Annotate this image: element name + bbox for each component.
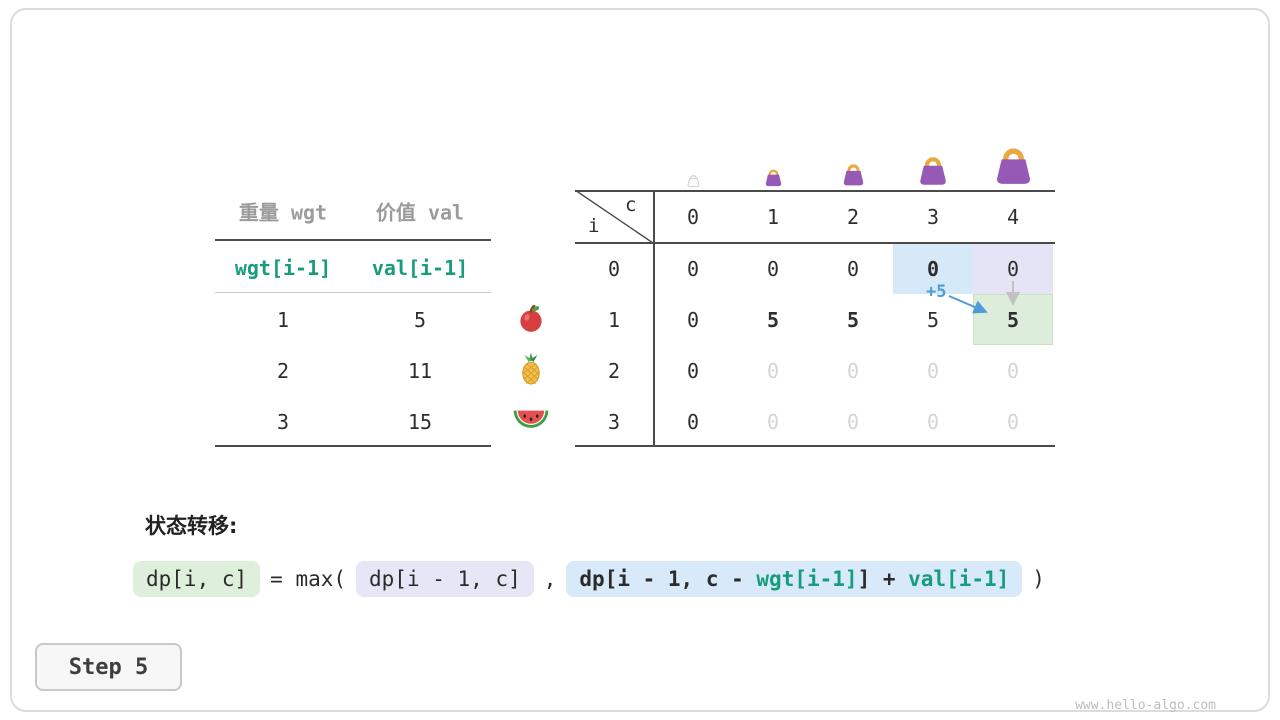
item-value: 5 bbox=[413, 308, 427, 332]
bag-large-icon bbox=[893, 122, 973, 188]
dp-col-header: 4 bbox=[1006, 204, 1020, 229]
dp-cell: 0 bbox=[766, 409, 780, 434]
items-divider-bottom bbox=[215, 445, 491, 447]
bag-small-icon bbox=[733, 122, 813, 188]
dp-col-header: 2 bbox=[846, 204, 860, 229]
dp-cell: 0 bbox=[1006, 409, 1020, 434]
formula-close-paren: ) bbox=[1032, 567, 1045, 592]
items-symbol-wgt: wgt[i-1] bbox=[234, 256, 332, 280]
dp-cell: 5 bbox=[926, 307, 940, 332]
dp-cell-current: 5 bbox=[973, 294, 1053, 345]
formula-arg2-wgt: wgt[i-1] bbox=[756, 567, 858, 591]
watermark: www.hello-algo.com bbox=[1075, 698, 1216, 713]
dp-cell: 0 bbox=[926, 409, 940, 434]
capacity-bags-row bbox=[653, 122, 1053, 188]
formula-eq-max: = max( bbox=[270, 567, 347, 592]
dp-row-header: 1 bbox=[607, 307, 621, 332]
dp-row-header: 0 bbox=[607, 256, 621, 281]
dp-row-header: 2 bbox=[607, 358, 621, 383]
dp-cell: 5 bbox=[846, 307, 860, 332]
formula-arg2-prefix: dp[i - 1, c - bbox=[579, 567, 757, 591]
formula-arg2-chip: dp[i - 1, c - wgt[i-1]] + val[i-1] bbox=[566, 561, 1023, 598]
dp-cell: 0 bbox=[686, 358, 700, 383]
transition-formula: dp[i, c] = max( dp[i - 1, c] , dp[i - 1,… bbox=[133, 561, 1045, 598]
apple-icon bbox=[516, 303, 546, 337]
bag-medium-icon bbox=[813, 122, 893, 188]
item-value: 11 bbox=[407, 359, 433, 383]
item-weight: 1 bbox=[276, 308, 290, 332]
dp-cell: 5 bbox=[766, 307, 780, 332]
dp-col-header: 1 bbox=[766, 204, 780, 229]
dp-col-header: 0 bbox=[686, 204, 700, 229]
dp-row-header: 3 bbox=[607, 409, 621, 434]
dp-border-bottom bbox=[575, 445, 1055, 447]
pineapple-icon bbox=[517, 352, 545, 390]
dp-table: c i 0 1 2 3 4 0 0 0 0 0 0 1 0 5 5 5 5 2 … bbox=[575, 190, 1055, 447]
dp-border-header bbox=[575, 242, 1055, 244]
dp-cell: 0 bbox=[926, 358, 940, 383]
dp-cell-source-purple: 0 bbox=[973, 243, 1053, 294]
step-badge: Step 5 bbox=[35, 643, 182, 691]
dp-col-header: 3 bbox=[926, 204, 940, 229]
transition-label: 状态转移: bbox=[145, 514, 238, 538]
bag-xlarge-icon bbox=[973, 122, 1053, 188]
dp-corner-col-var: c bbox=[625, 194, 637, 216]
dp-cell: 0 bbox=[686, 307, 700, 332]
formula-arg2-val: val[i-1] bbox=[908, 567, 1010, 591]
item-weight: 2 bbox=[276, 359, 290, 383]
items-symbol-val: val[i-1] bbox=[371, 256, 469, 280]
dp-cell-source-blue: 0 bbox=[893, 243, 973, 294]
item-weight: 3 bbox=[276, 410, 290, 434]
formula-arg1-chip: dp[i - 1, c] bbox=[356, 561, 534, 598]
bag-ghost-icon bbox=[653, 122, 733, 188]
dp-corner-cell: c i bbox=[575, 190, 653, 243]
items-col-weight-header: 重量 wgt bbox=[238, 200, 328, 225]
dp-cell: 0 bbox=[846, 409, 860, 434]
items-table: 重量 wgt 价值 val wgt[i-1] val[i-1] 1 5 2 11… bbox=[215, 190, 491, 447]
formula-comma: , bbox=[543, 567, 557, 592]
dp-border-top bbox=[575, 190, 1055, 192]
items-divider-middle bbox=[215, 292, 491, 293]
dp-corner-row-var: i bbox=[588, 215, 600, 237]
dp-cell: 0 bbox=[766, 358, 780, 383]
items-divider-top bbox=[215, 239, 491, 241]
item-value: 15 bbox=[407, 410, 433, 434]
dp-cell: 0 bbox=[766, 256, 780, 281]
plus-value-annotation: +5 bbox=[926, 282, 947, 302]
formula-arg2-mid: ] + bbox=[857, 567, 909, 591]
dp-cell: 0 bbox=[686, 256, 700, 281]
dp-cell: 0 bbox=[846, 256, 860, 281]
items-col-value-header: 价值 val bbox=[375, 200, 465, 225]
dp-border-vertical bbox=[653, 190, 655, 447]
formula-lhs-chip: dp[i, c] bbox=[133, 561, 261, 598]
watermelon-icon bbox=[512, 409, 550, 435]
dp-cell: 0 bbox=[846, 358, 860, 383]
dp-cell: 0 bbox=[686, 409, 700, 434]
dp-cell: 0 bbox=[1006, 358, 1020, 383]
